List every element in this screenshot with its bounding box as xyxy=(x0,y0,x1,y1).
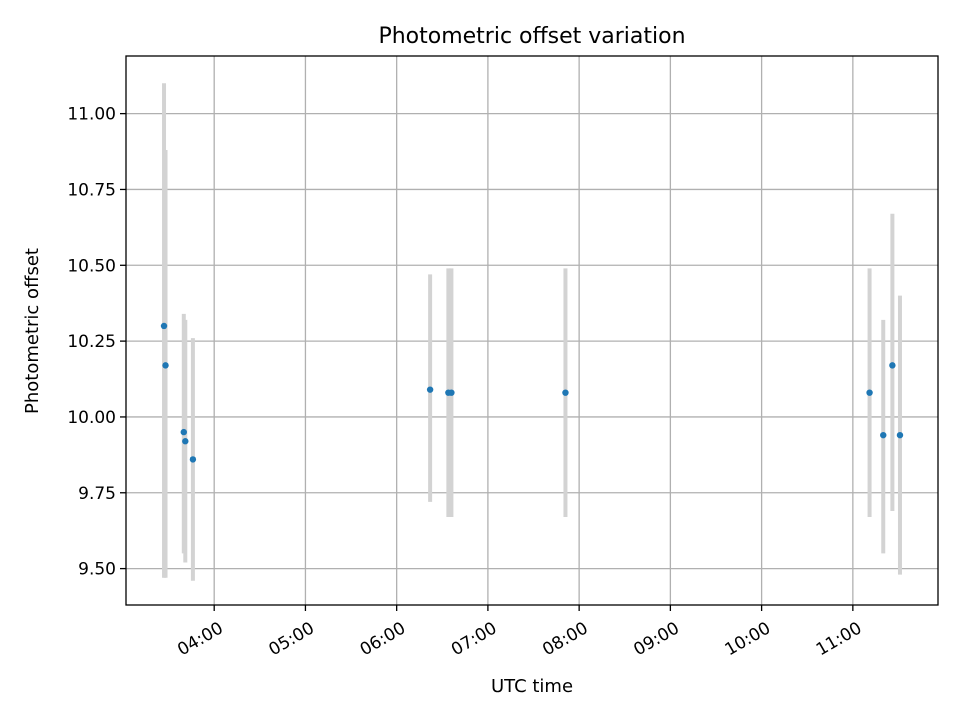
y-tick-label: 10.50 xyxy=(67,256,116,276)
y-tick-label: 9.75 xyxy=(78,484,116,504)
y-axis-label: Photometric offset xyxy=(22,248,43,414)
y-axis-ticks: 9.50 9.75 10.00 10.25 10.50 10.75 11.00 xyxy=(67,105,126,580)
data-point xyxy=(162,362,169,369)
data-point xyxy=(896,431,904,439)
data-point xyxy=(866,389,873,396)
y-tick-label: 10.75 xyxy=(67,180,116,200)
y-tick-label: 10.25 xyxy=(67,332,116,352)
data-point xyxy=(562,389,569,396)
data-point xyxy=(189,456,197,463)
data-point xyxy=(182,438,189,445)
data-point xyxy=(889,362,896,369)
y-tick-label: 9.50 xyxy=(78,560,116,580)
data-point xyxy=(180,428,187,436)
y-tick-label: 10.00 xyxy=(67,408,116,428)
data-point xyxy=(448,389,455,396)
data-point xyxy=(426,386,434,393)
y-tick-label: 11.00 xyxy=(67,105,116,125)
data-point xyxy=(160,322,168,330)
plot-frame xyxy=(125,55,939,606)
data-point xyxy=(880,431,887,439)
data-points xyxy=(160,322,904,463)
chart-title: Photometric offset variation xyxy=(378,24,685,49)
grid xyxy=(126,56,938,605)
x-axis-label: UTC time xyxy=(491,676,573,697)
